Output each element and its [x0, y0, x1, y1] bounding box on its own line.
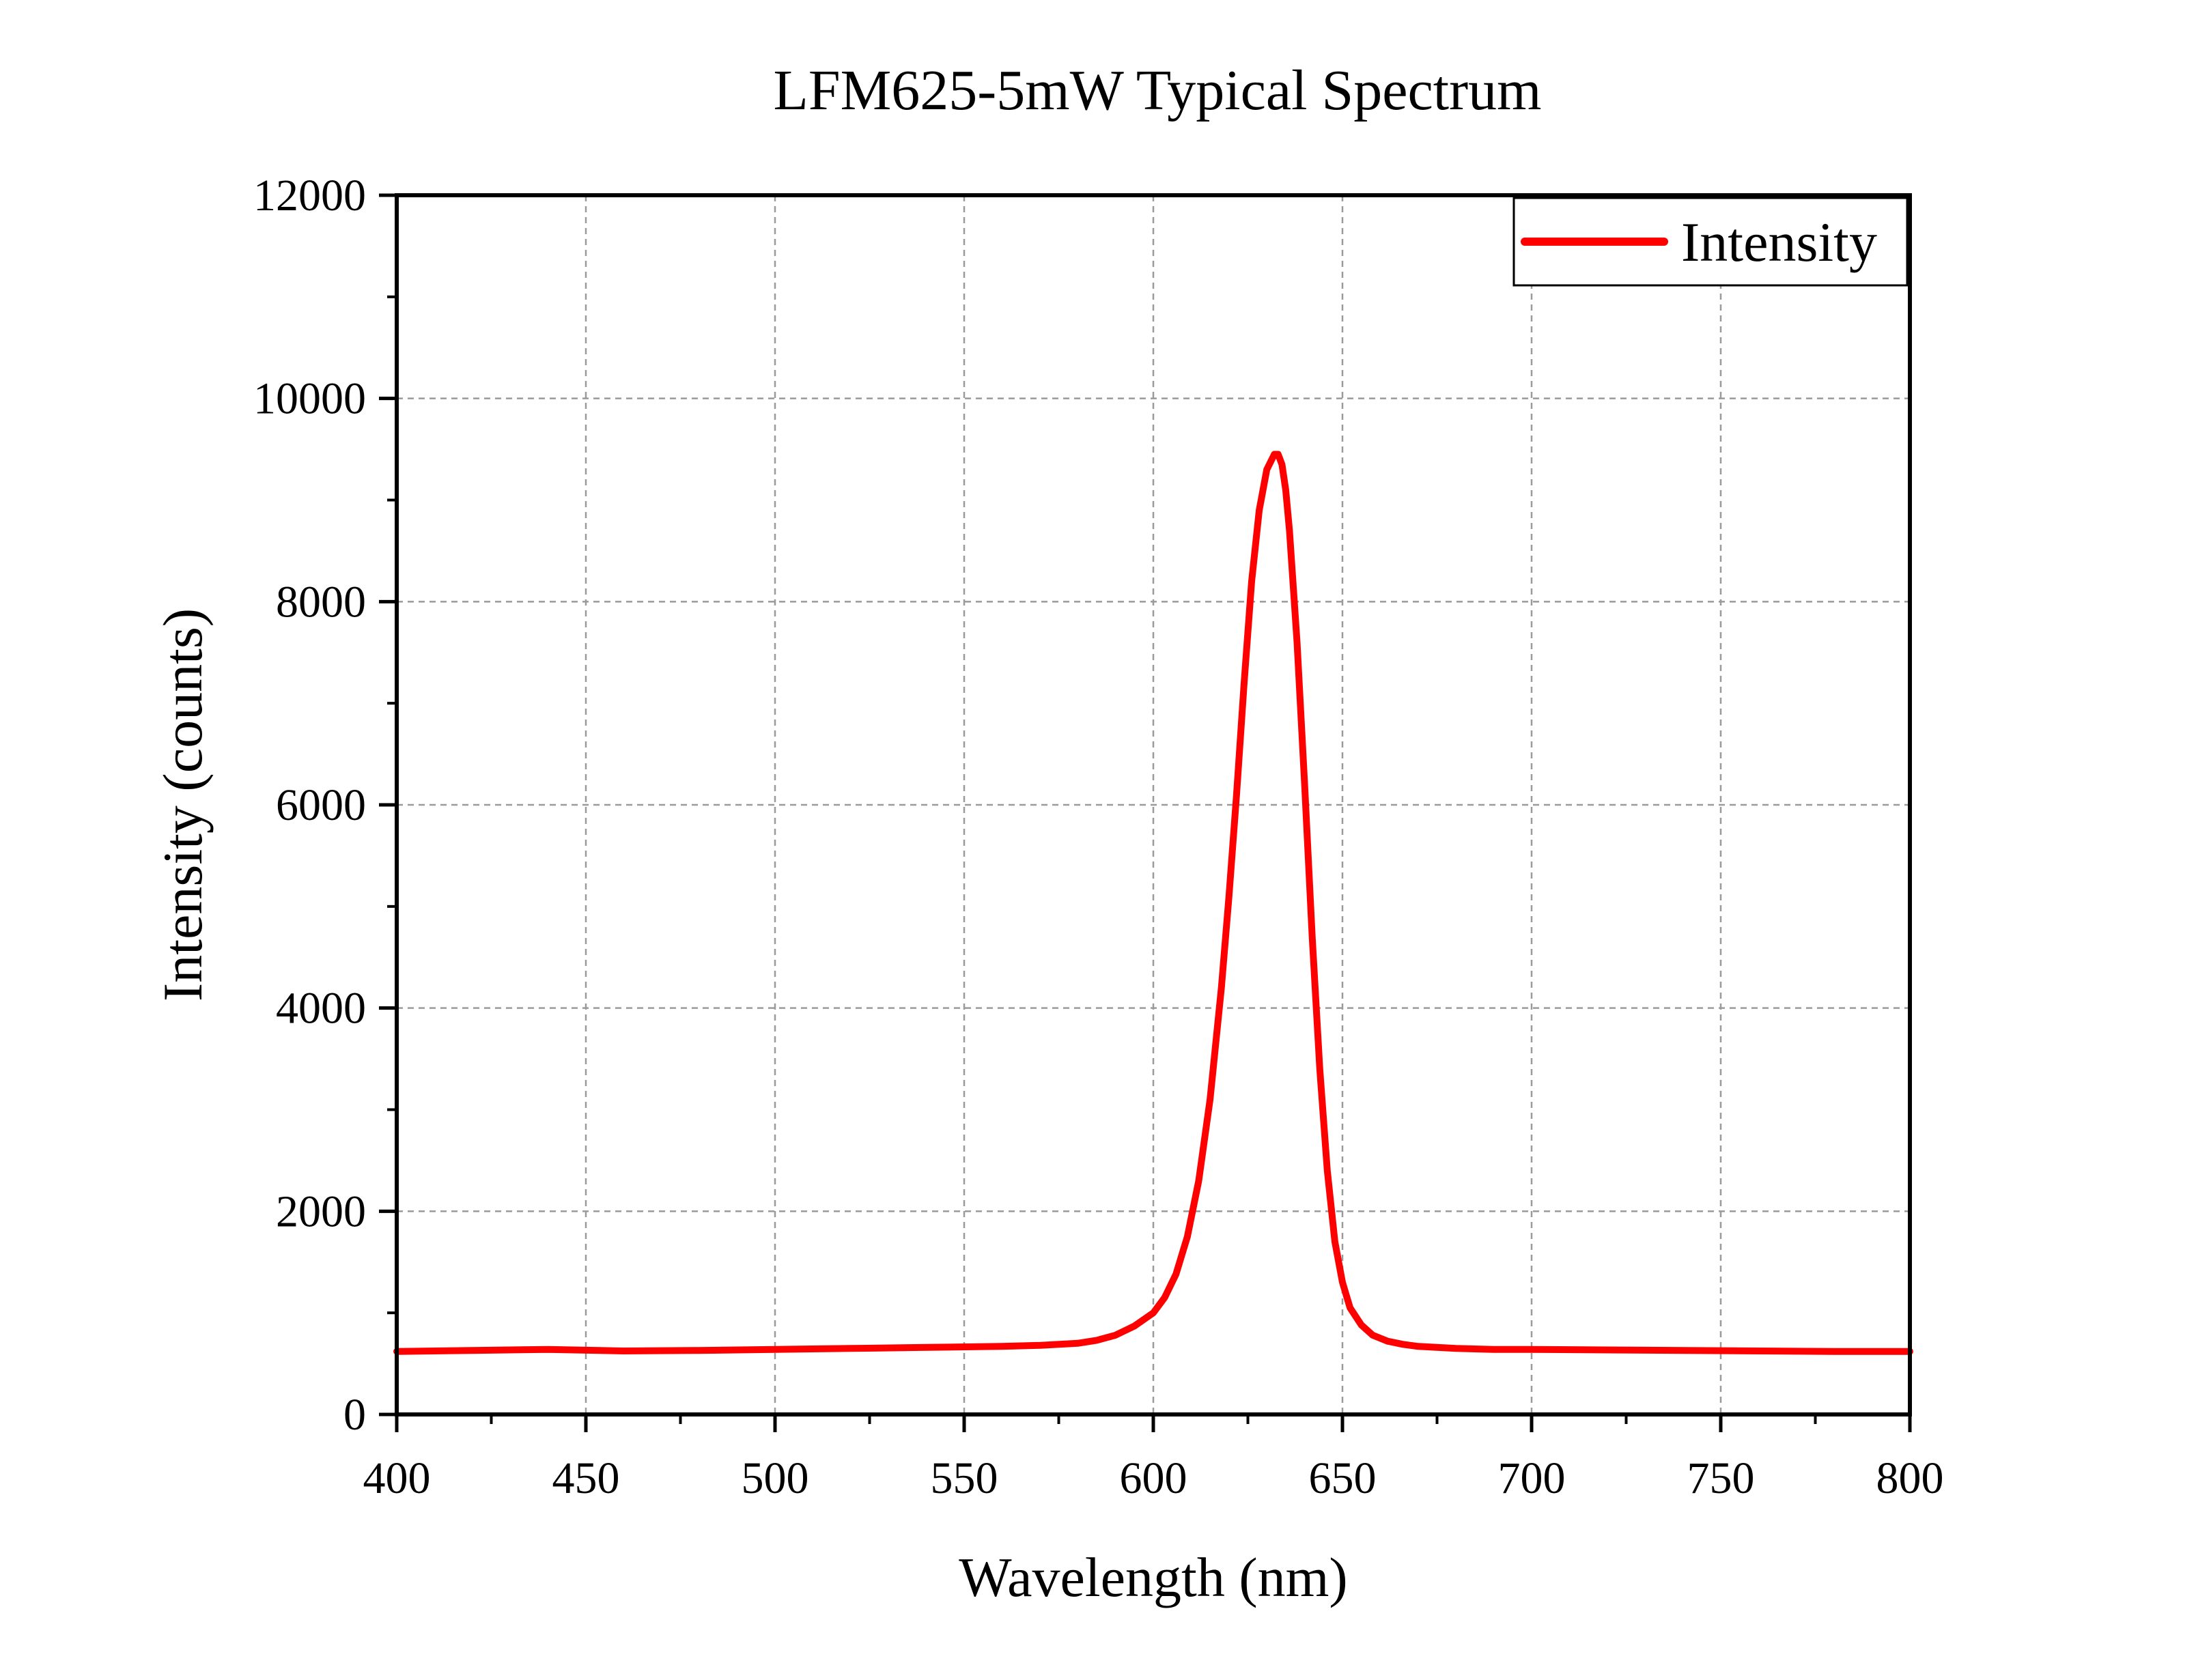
- y-tick-label: 10000: [253, 374, 366, 424]
- major-ticks: [379, 193, 1912, 1432]
- y-tick-label: 2000: [276, 1186, 366, 1236]
- y-tick-label: 12000: [253, 171, 366, 220]
- x-tick-label: 700: [1498, 1453, 1566, 1503]
- y-tick-label: 4000: [276, 984, 366, 1034]
- x-tick-labels: 400 450 500 550 600 650 700 750 800: [363, 1453, 1944, 1503]
- x-tick-label: 650: [1309, 1453, 1377, 1503]
- series-layer: [393, 451, 1913, 1355]
- y-tick-label: 0: [343, 1390, 366, 1440]
- y-tick-label: 6000: [276, 780, 366, 830]
- y-tick-label: 8000: [276, 577, 366, 627]
- x-tick-label: 600: [1120, 1453, 1187, 1503]
- x-tick-label: 400: [363, 1453, 431, 1503]
- grid-lines: [397, 195, 1910, 1414]
- y-axis-label: Intensity (counts): [152, 608, 214, 1001]
- legend: Intensity: [1512, 197, 1909, 287]
- x-tick-label: 750: [1687, 1453, 1755, 1503]
- y-tick-labels: 0 2000 4000 6000 8000 10000 12000: [253, 171, 366, 1440]
- x-tick-label: 550: [931, 1453, 998, 1503]
- x-axis-label: Wavelength (nm): [959, 1546, 1347, 1608]
- plot-frame: [395, 193, 1912, 1416]
- x-tick-label: 800: [1876, 1453, 1944, 1503]
- chart-title: LFM625-5mW Typical Spectrum: [774, 59, 1542, 122]
- legend-label: Intensity: [1681, 211, 1877, 273]
- x-tick-label: 500: [742, 1453, 809, 1503]
- intensity-series-line: [393, 451, 1913, 1355]
- x-tick-label: 450: [552, 1453, 620, 1503]
